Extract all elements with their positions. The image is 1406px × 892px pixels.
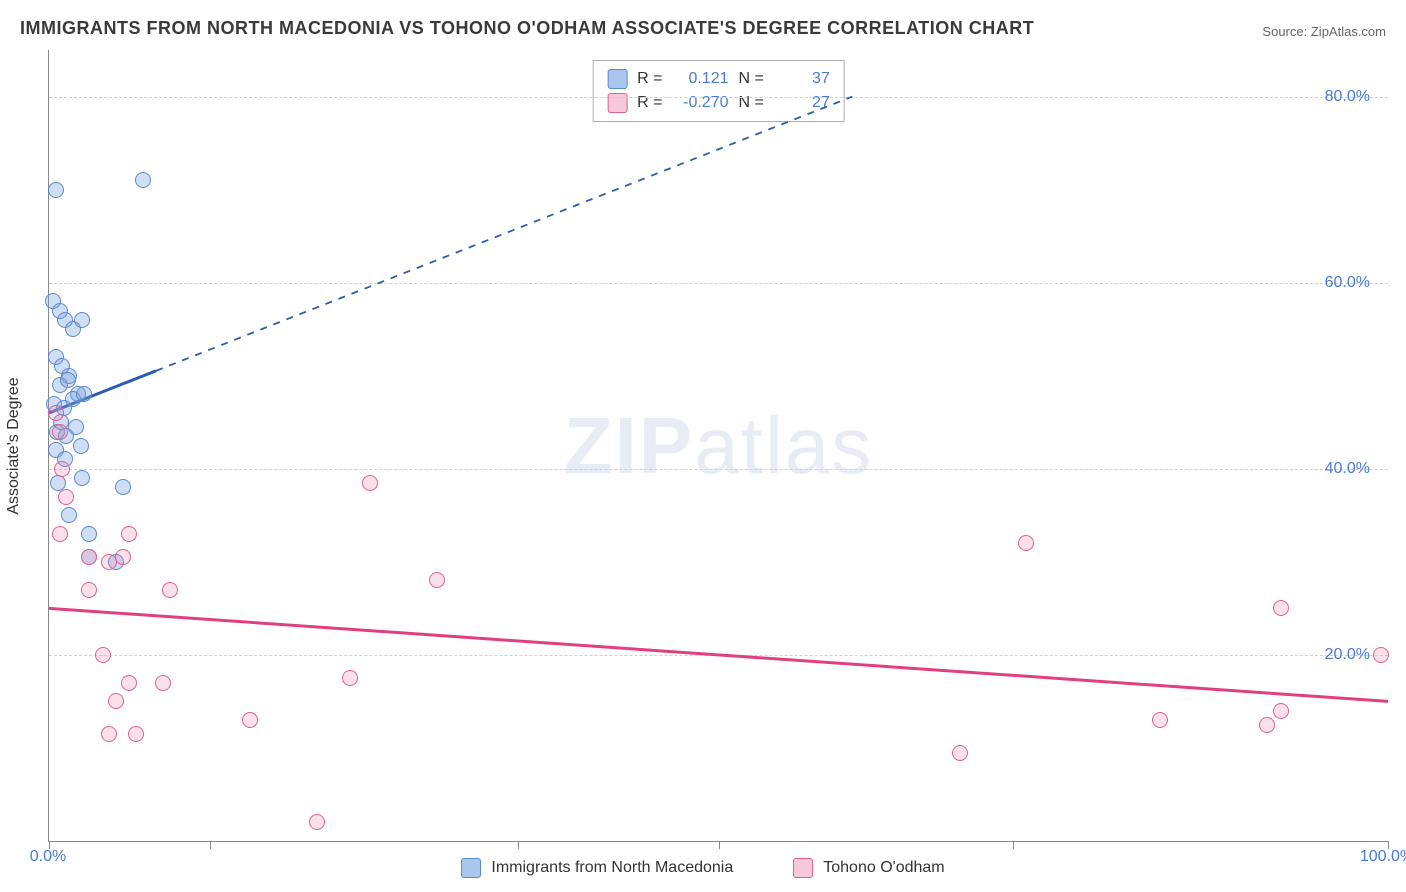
stat-r-label: R = xyxy=(637,67,662,91)
legend-swatch xyxy=(793,858,813,878)
y-tick-label: 80.0% xyxy=(1325,88,1370,106)
data-point xyxy=(342,670,358,686)
x-tick-label: 0.0% xyxy=(30,848,66,866)
y-tick-label: 40.0% xyxy=(1325,460,1370,478)
data-point xyxy=(309,814,325,830)
data-point xyxy=(155,675,171,691)
data-point xyxy=(429,572,445,588)
data-point xyxy=(115,549,131,565)
source-attribution: Source: ZipAtlas.com xyxy=(1262,24,1386,39)
data-point xyxy=(128,726,144,742)
data-point xyxy=(108,693,124,709)
chart-title: IMMIGRANTS FROM NORTH MACEDONIA VS TOHON… xyxy=(20,18,1034,39)
legend-label: Tohono O'odham xyxy=(823,859,944,877)
data-point xyxy=(48,182,64,198)
data-point xyxy=(101,726,117,742)
x-tick xyxy=(518,841,519,849)
correlation-stats-box: R = 0.121 N = 37 R = -0.270 N = 27 xyxy=(592,60,845,122)
data-point xyxy=(1273,703,1289,719)
stat-r-value: 0.121 xyxy=(673,67,729,91)
gridline xyxy=(49,97,1388,98)
data-point xyxy=(242,712,258,728)
data-point xyxy=(1373,647,1389,663)
data-point xyxy=(68,419,84,435)
data-point xyxy=(52,526,68,542)
y-tick-label: 20.0% xyxy=(1325,646,1370,664)
data-point xyxy=(73,438,89,454)
stat-r-label: R = xyxy=(637,91,662,115)
data-point xyxy=(74,312,90,328)
gridline xyxy=(49,283,1388,284)
x-tick xyxy=(719,841,720,849)
x-tick-label: 100.0% xyxy=(1360,848,1406,866)
data-point xyxy=(121,526,137,542)
gridline xyxy=(49,655,1388,656)
data-point xyxy=(1259,717,1275,733)
stats-row: R = 0.121 N = 37 xyxy=(607,67,830,91)
data-point xyxy=(76,386,92,402)
stats-row: R = -0.270 N = 27 xyxy=(607,91,830,115)
legend-label: Immigrants from North Macedonia xyxy=(491,859,733,877)
data-point xyxy=(1152,712,1168,728)
data-point xyxy=(48,405,64,421)
data-point xyxy=(135,172,151,188)
watermark-rest: atlas xyxy=(694,401,873,490)
y-axis-title: Associate's Degree xyxy=(5,377,23,514)
data-point xyxy=(61,507,77,523)
stat-n-label: N = xyxy=(739,67,764,91)
data-point xyxy=(121,675,137,691)
data-point xyxy=(60,372,76,388)
data-point xyxy=(52,424,68,440)
data-point xyxy=(81,549,97,565)
x-tick xyxy=(1013,841,1014,849)
series-swatch xyxy=(607,69,627,89)
data-point xyxy=(362,475,378,491)
data-point xyxy=(95,647,111,663)
x-tick xyxy=(210,841,211,849)
chart-plot-area: ZIPatlas R = 0.121 N = 37 R = -0.270 N = 27 20.… xyxy=(48,50,1388,842)
watermark-bold: ZIP xyxy=(564,401,694,490)
legend-item: Tohono O'odham xyxy=(793,858,944,878)
data-point xyxy=(81,582,97,598)
data-point xyxy=(1273,600,1289,616)
legend-swatch xyxy=(461,858,481,878)
y-tick-label: 60.0% xyxy=(1325,274,1370,292)
data-point xyxy=(81,526,97,542)
data-point xyxy=(58,489,74,505)
data-point xyxy=(54,461,70,477)
source-label: Source: xyxy=(1262,24,1307,39)
stat-n-value: 27 xyxy=(774,91,830,115)
data-point xyxy=(115,479,131,495)
source-link[interactable]: ZipAtlas.com xyxy=(1311,24,1386,39)
stat-r-value: -0.270 xyxy=(673,91,729,115)
gridline xyxy=(49,469,1388,470)
data-point xyxy=(952,745,968,761)
legend-item: Immigrants from North Macedonia xyxy=(461,858,733,878)
data-point xyxy=(74,470,90,486)
data-point xyxy=(162,582,178,598)
watermark: ZIPatlas xyxy=(564,400,873,492)
legend: Immigrants from North Macedonia Tohono O'… xyxy=(0,858,1406,878)
stat-n-value: 37 xyxy=(774,67,830,91)
data-point xyxy=(1018,535,1034,551)
stat-n-label: N = xyxy=(739,91,764,115)
